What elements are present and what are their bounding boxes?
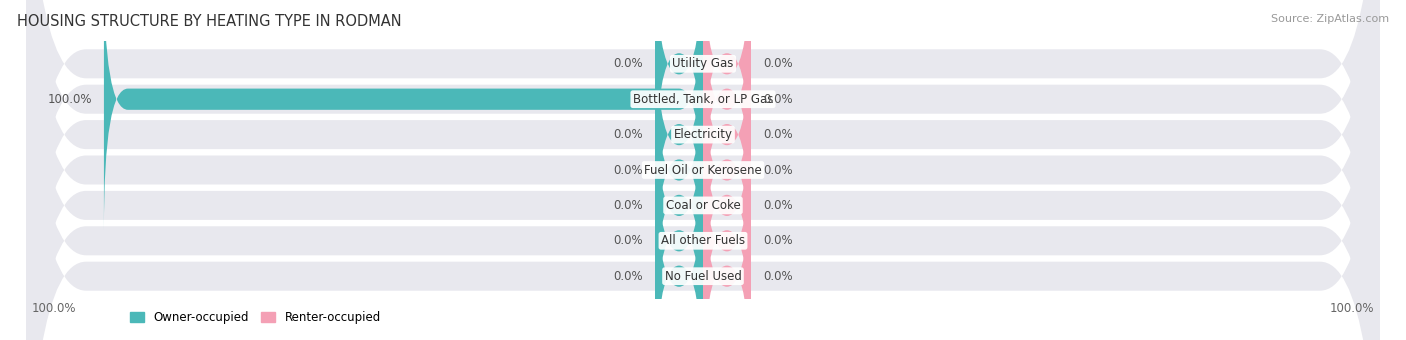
FancyBboxPatch shape (27, 0, 1379, 340)
Text: 0.0%: 0.0% (613, 199, 643, 212)
FancyBboxPatch shape (703, 0, 751, 230)
Text: 0.0%: 0.0% (613, 234, 643, 247)
Text: 0.0%: 0.0% (763, 93, 793, 106)
Text: Utility Gas: Utility Gas (672, 57, 734, 70)
Text: 0.0%: 0.0% (763, 57, 793, 70)
Text: 100.0%: 100.0% (32, 302, 76, 315)
Text: 100.0%: 100.0% (48, 93, 91, 106)
FancyBboxPatch shape (655, 145, 703, 340)
Text: No Fuel Used: No Fuel Used (665, 270, 741, 283)
FancyBboxPatch shape (27, 0, 1379, 340)
FancyBboxPatch shape (703, 74, 751, 336)
Text: Source: ZipAtlas.com: Source: ZipAtlas.com (1271, 14, 1389, 23)
Text: 0.0%: 0.0% (763, 164, 793, 176)
FancyBboxPatch shape (655, 0, 703, 195)
Text: 0.0%: 0.0% (613, 270, 643, 283)
FancyBboxPatch shape (655, 74, 703, 336)
Text: All other Fuels: All other Fuels (661, 234, 745, 247)
FancyBboxPatch shape (655, 110, 703, 340)
Text: 0.0%: 0.0% (613, 128, 643, 141)
FancyBboxPatch shape (27, 0, 1379, 340)
FancyBboxPatch shape (703, 145, 751, 340)
FancyBboxPatch shape (703, 110, 751, 340)
FancyBboxPatch shape (104, 0, 703, 230)
Text: Coal or Coke: Coal or Coke (665, 199, 741, 212)
Text: 100.0%: 100.0% (1330, 302, 1374, 315)
Legend: Owner-occupied, Renter-occupied: Owner-occupied, Renter-occupied (131, 311, 381, 324)
Text: 0.0%: 0.0% (613, 57, 643, 70)
Text: 0.0%: 0.0% (613, 164, 643, 176)
Text: 0.0%: 0.0% (763, 234, 793, 247)
FancyBboxPatch shape (27, 0, 1379, 340)
Text: Bottled, Tank, or LP Gas: Bottled, Tank, or LP Gas (633, 93, 773, 106)
FancyBboxPatch shape (655, 4, 703, 266)
FancyBboxPatch shape (27, 0, 1379, 340)
FancyBboxPatch shape (655, 39, 703, 301)
Text: 0.0%: 0.0% (763, 270, 793, 283)
FancyBboxPatch shape (27, 0, 1379, 340)
Text: HOUSING STRUCTURE BY HEATING TYPE IN RODMAN: HOUSING STRUCTURE BY HEATING TYPE IN ROD… (17, 14, 402, 29)
FancyBboxPatch shape (703, 4, 751, 266)
FancyBboxPatch shape (703, 39, 751, 301)
Text: 0.0%: 0.0% (763, 128, 793, 141)
Text: 0.0%: 0.0% (763, 199, 793, 212)
Text: Fuel Oil or Kerosene: Fuel Oil or Kerosene (644, 164, 762, 176)
Text: Electricity: Electricity (673, 128, 733, 141)
FancyBboxPatch shape (27, 0, 1379, 340)
FancyBboxPatch shape (703, 0, 751, 195)
